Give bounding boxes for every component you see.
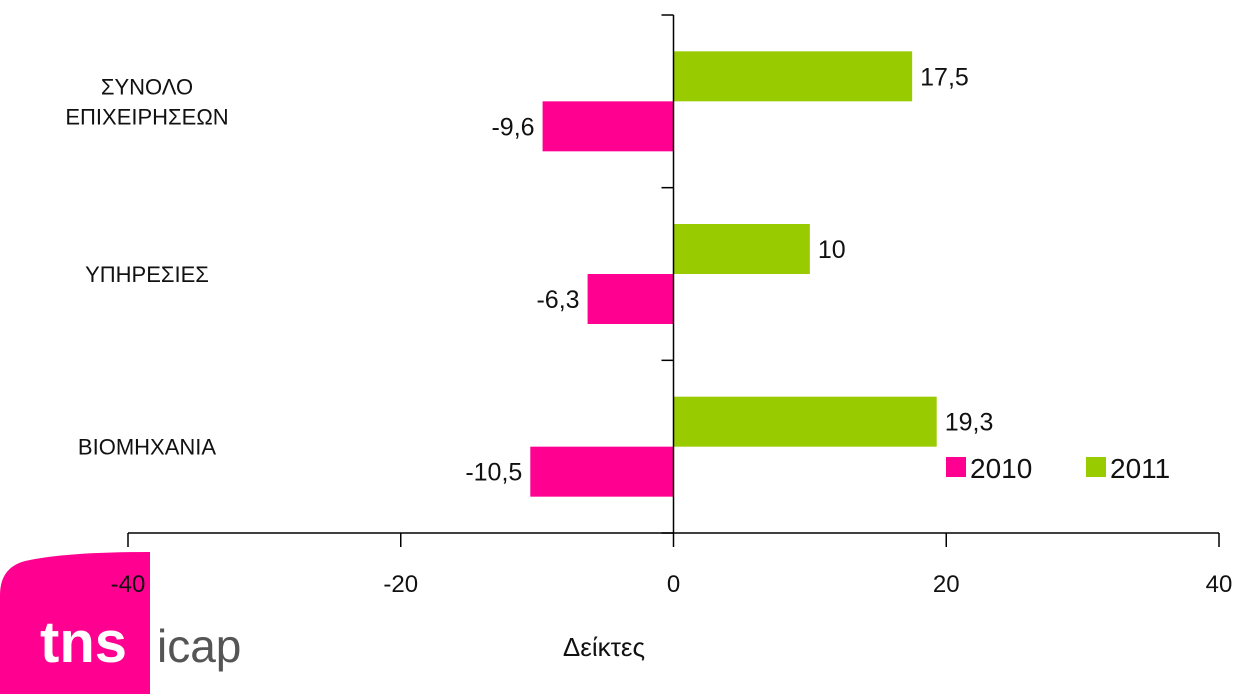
bar-2011: [673, 224, 810, 274]
category-labels: ΣΥΝΟΛΟ ΕΠΙΧΕΙΡΗΣΕΩΝ ΥΠΗΡΕΣΙΕΣ ΒΙΟΜΗΧΑΝΙΑ: [65, 74, 228, 459]
tns-icap-logo: tns icap: [0, 552, 241, 694]
data-label: 10: [818, 236, 846, 264]
bar-2011: [673, 51, 913, 102]
logo-pink-shape: [0, 552, 150, 694]
axes-group: [128, 15, 1219, 534]
category-label: ΥΠΗΡΕΣΙΕΣ: [85, 262, 209, 287]
category-label: ΣΥΝΟΛΟ ΕΠΙΧΕΙΡΗΣΕΩΝ: [65, 74, 228, 129]
data-label: 17,5: [920, 63, 969, 91]
data-label: -10,5: [465, 459, 522, 487]
x-tick-label: 0: [667, 571, 680, 598]
legend-label-2011: 2011: [1110, 453, 1170, 484]
ticks-group: -40 -20 0 20 40: [111, 14, 1233, 598]
x-tick-label: 40: [1206, 571, 1233, 598]
legend-swatch-2010: [946, 457, 966, 477]
data-label: 19,3: [945, 409, 994, 437]
x-axis-title: Δείκτες: [563, 632, 645, 662]
logo-icap-text: icap: [157, 620, 241, 672]
x-tick-label: -40: [111, 571, 146, 598]
logo-tns-text: tns: [40, 610, 127, 675]
category-label: ΒΙΟΜΗΧΑΝΙΑ: [78, 435, 216, 460]
legend-label-2010: 2010: [970, 453, 1032, 484]
legend-swatch-2011: [1086, 457, 1106, 477]
bar-2010: [587, 274, 674, 324]
x-tick-label: 20: [933, 571, 960, 598]
bar-2010: [542, 101, 674, 152]
data-label: -9,6: [491, 113, 534, 141]
x-tick-label: -20: [383, 571, 418, 598]
bar-2011: [673, 396, 937, 447]
data-label: -6,3: [536, 286, 579, 314]
bar-2010: [530, 446, 674, 497]
bars-group: 17,5 -9,6 10 -6,3 19,3 -10,5: [465, 51, 994, 497]
legend: 2010 2011: [946, 453, 1170, 484]
